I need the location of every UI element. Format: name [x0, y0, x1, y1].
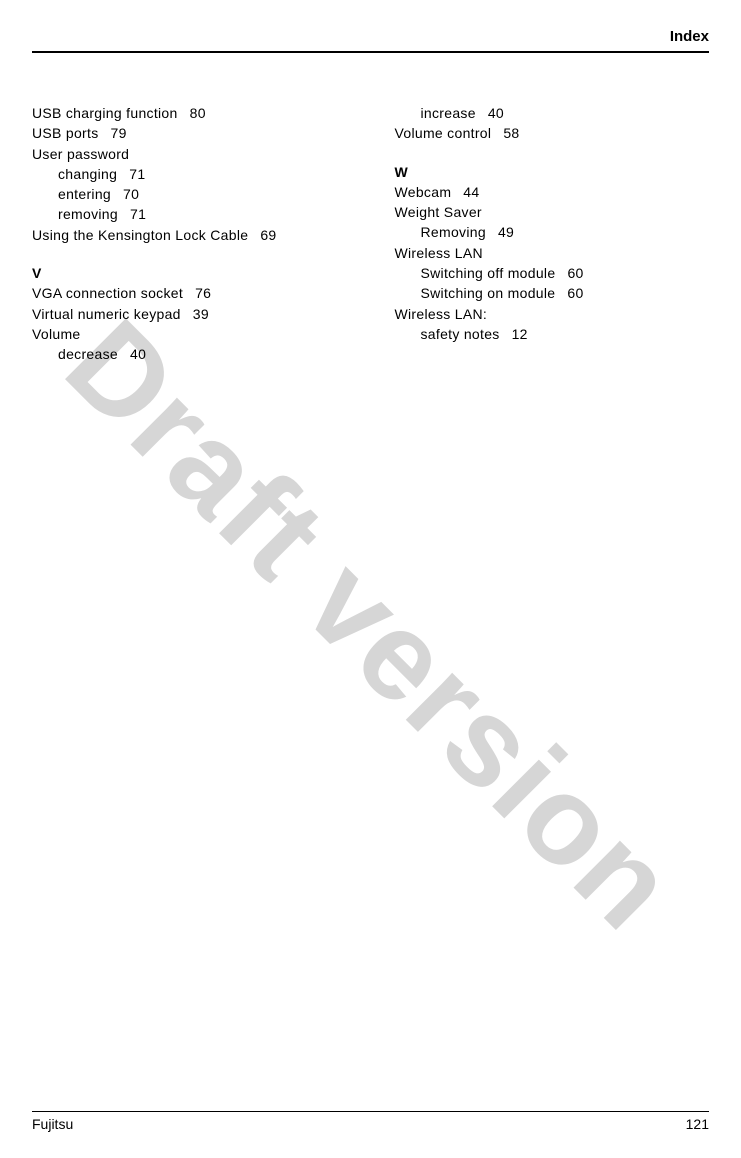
- index-entry-text: Volume: [32, 326, 81, 342]
- index-entry: Using the Kensington Lock Cable 69: [32, 225, 347, 245]
- index-entry-page: 44: [463, 184, 479, 200]
- index-entry-text: Removing: [421, 224, 486, 240]
- index-entry: Removing 49: [395, 222, 710, 242]
- index-entry-text: changing: [58, 166, 117, 182]
- index-entry-page: 71: [129, 166, 145, 182]
- index-entry: safety notes 12: [395, 324, 710, 344]
- index-entry: Webcam 44: [395, 182, 710, 202]
- index-entry: decrease 40: [32, 344, 347, 364]
- index-entry: Wireless LAN: [395, 243, 710, 263]
- index-entry-text: Switching on module: [421, 285, 556, 301]
- index-entry: Volume control 58: [395, 123, 710, 143]
- index-entry-text: removing: [58, 206, 118, 222]
- index-entry-page: 76: [195, 285, 211, 301]
- index-entry: increase 40: [395, 103, 710, 123]
- index-entry: USB ports 79: [32, 123, 347, 143]
- index-entry-page: 69: [260, 227, 276, 243]
- index-entry-page: 49: [498, 224, 514, 240]
- index-entry-text: USB ports: [32, 125, 99, 141]
- index-entry-text: decrease: [58, 346, 118, 362]
- index-entry-page: 60: [567, 265, 583, 281]
- index-entry-text: Volume control: [395, 125, 492, 141]
- index-entry-page: 40: [130, 346, 146, 362]
- index-entry-text: increase: [421, 105, 476, 121]
- watermark-text: Draft version: [38, 293, 703, 958]
- index-entry-page: 39: [193, 306, 209, 322]
- index-entry: USB charging function 80: [32, 103, 347, 123]
- footer-left: Fujitsu: [32, 1116, 73, 1132]
- index-entry: Wireless LAN:: [395, 304, 710, 324]
- index-entry-page: 80: [190, 105, 206, 121]
- index-entry-page: 71: [130, 206, 146, 222]
- index-entry-text: entering: [58, 186, 111, 202]
- index-section-head: W: [395, 162, 710, 182]
- index-entry-text: USB charging function: [32, 105, 178, 121]
- index-entry: Switching on module 60: [395, 283, 710, 303]
- index-entry-text: Weight Saver: [395, 204, 482, 220]
- index-entry: User password: [32, 144, 347, 164]
- page-header: Index: [32, 28, 709, 53]
- index-entry: Switching off module 60: [395, 263, 710, 283]
- footer-right: 121: [686, 1116, 709, 1132]
- index-entry: entering 70: [32, 184, 347, 204]
- index-columns: USB charging function 80 USB ports 79 User p…: [32, 103, 709, 365]
- index-entry-text: User password: [32, 146, 129, 162]
- index-entry-text: safety notes: [421, 326, 500, 342]
- index-entry-page: 12: [512, 326, 528, 342]
- index-entry: Weight Saver: [395, 202, 710, 222]
- index-entry: VGA connection socket 76: [32, 283, 347, 303]
- right-column: increase 40 Volume control 58 W Webcam 44 Weigh…: [395, 103, 710, 365]
- index-entry-page: 79: [111, 125, 127, 141]
- index-entry: Virtual numeric keypad 39: [32, 304, 347, 324]
- index-entry-text: Virtual numeric keypad: [32, 306, 181, 322]
- index-entry-page: 70: [123, 186, 139, 202]
- index-entry-page: 60: [567, 285, 583, 301]
- page-footer: Fujitsu 121: [32, 1111, 709, 1132]
- index-entry: Volume: [32, 324, 347, 344]
- index-entry-page: 58: [503, 125, 519, 141]
- index-entry-text: Webcam: [395, 184, 452, 200]
- index-section-head: V: [32, 263, 347, 283]
- index-entry: removing 71: [32, 204, 347, 224]
- index-entry-text: Wireless LAN: [395, 245, 483, 261]
- index-entry-text: Wireless LAN:: [395, 306, 488, 322]
- index-entry: changing 71: [32, 164, 347, 184]
- index-entry-page: 40: [488, 105, 504, 121]
- index-entry-text: VGA connection socket: [32, 285, 183, 301]
- left-column: USB charging function 80 USB ports 79 User p…: [32, 103, 347, 365]
- index-entry-text: Using the Kensington Lock Cable: [32, 227, 248, 243]
- index-entry-text: Switching off module: [421, 265, 556, 281]
